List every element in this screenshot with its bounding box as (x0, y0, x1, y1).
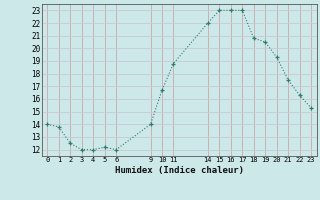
X-axis label: Humidex (Indice chaleur): Humidex (Indice chaleur) (115, 166, 244, 175)
